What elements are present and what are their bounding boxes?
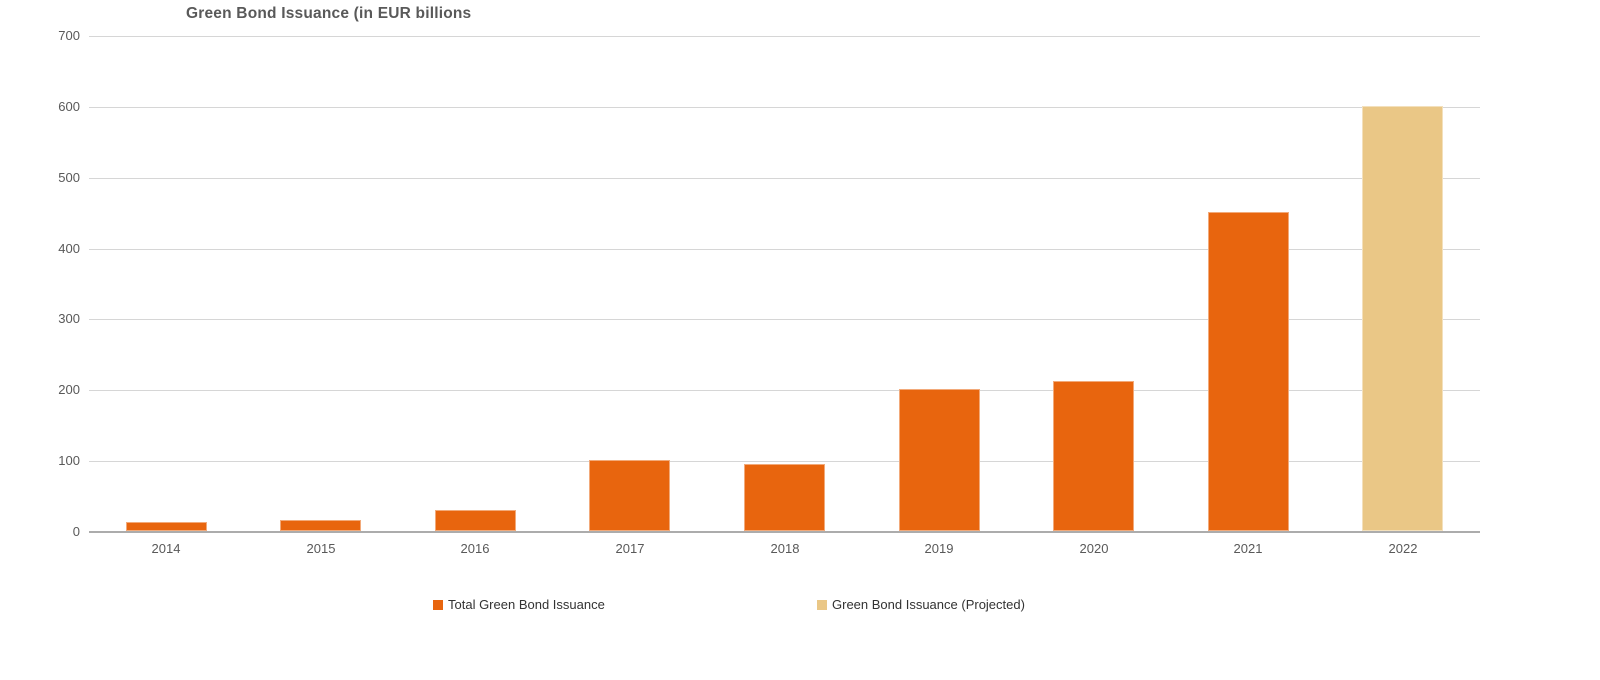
gridline-100 (89, 461, 1480, 462)
x-tick-label-2021: 2021 (1233, 541, 1263, 556)
y-axis: 0 100 200 300 400 500 600 700 (30, 0, 80, 560)
y-tick-label-0: 0 (72, 524, 80, 539)
gridline-300 (89, 319, 1480, 320)
legend-item-total-green-bond-issuance: Total Green Bond Issuance (433, 596, 605, 614)
y-tick-label-300: 300 (58, 311, 80, 326)
plot-area (89, 36, 1480, 533)
bar-2016 (435, 510, 516, 531)
gridline-700 (89, 36, 1480, 37)
x-tick-label-2020: 2020 (1079, 541, 1109, 556)
x-tick-label-2017: 2017 (615, 541, 645, 556)
y-tick-label-200: 200 (58, 382, 80, 397)
x-axis: 2014 2015 2016 2017 2018 2019 2020 2021 2022 (89, 541, 1480, 559)
y-tick-label-100: 100 (58, 453, 80, 468)
bar-2018 (744, 464, 825, 531)
bar-2019 (899, 389, 980, 531)
y-tick-label-700: 700 (58, 28, 80, 43)
legend-swatch-actual-icon (433, 600, 443, 610)
y-tick-label-500: 500 (58, 170, 80, 185)
x-tick-label-2016: 2016 (460, 541, 490, 556)
x-tick-label-2022: 2022 (1388, 541, 1418, 556)
bar-2014 (126, 522, 207, 531)
chart-title: Green Bond Issuance (in EUR billions (186, 5, 472, 22)
bar-2017 (589, 460, 670, 531)
gridline-500 (89, 178, 1480, 179)
bar-2021 (1208, 212, 1289, 531)
legend-swatch-projected-icon (817, 600, 827, 610)
bar-2015 (280, 520, 361, 531)
legend-label-actual: Total Green Bond Issuance (448, 597, 605, 612)
gridline-200 (89, 390, 1480, 391)
legend-label-projected: Green Bond Issuance (Projected) (832, 597, 1025, 612)
gridline-600 (89, 107, 1480, 108)
x-tick-label-2015: 2015 (306, 541, 336, 556)
x-tick-label-2018: 2018 (770, 541, 800, 556)
gridline-400 (89, 249, 1480, 250)
legend: Total Green Bond Issuance Green Bond Iss… (0, 596, 1600, 616)
bar-2022 (1362, 106, 1443, 531)
legend-item-green-bond-issuance-projected: Green Bond Issuance (Projected) (817, 596, 1025, 614)
x-tick-label-2019: 2019 (924, 541, 954, 556)
y-tick-label-400: 400 (58, 241, 80, 256)
x-tick-label-2014: 2014 (151, 541, 181, 556)
y-tick-label-600: 600 (58, 99, 80, 114)
x-axis-line (89, 531, 1480, 533)
bar-2020 (1053, 381, 1134, 531)
